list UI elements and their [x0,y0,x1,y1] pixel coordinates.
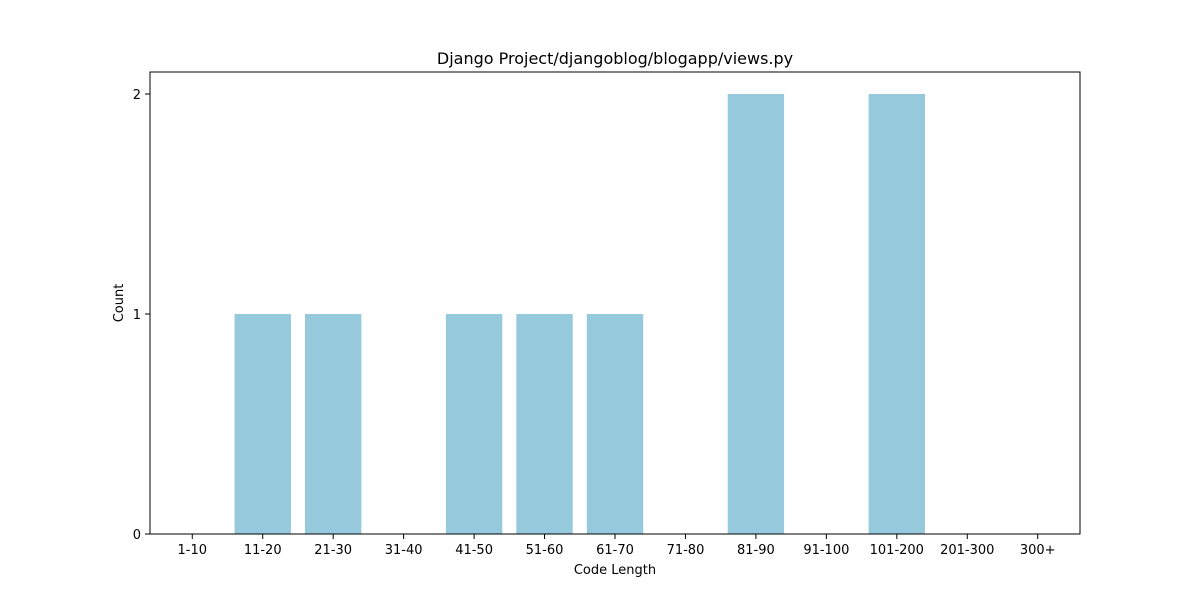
x-tick-label: 300+ [1020,543,1056,558]
bars-group [234,94,925,534]
x-tick-label: 91-100 [803,543,849,558]
bar-21-30 [305,314,362,534]
x-tick-label: 51-60 [526,543,564,558]
bar-51-60 [516,314,573,534]
y-tick-label: 1 [133,308,141,323]
x-tick-label: 101-200 [870,543,924,558]
x-tick-label: 71-80 [667,543,705,558]
x-tick-label: 81-90 [737,543,775,558]
bar-11-20 [234,314,291,534]
y-axis: 0 1 2 [133,88,150,543]
x-axis: 1-10 11-20 21-30 31-40 41-50 51-60 61-70 71-80 8… [178,534,1056,558]
x-tick-label: 61-70 [596,543,634,558]
bar-81-90 [727,94,785,534]
x-tick-label: 21-30 [314,543,352,558]
y-axis-label: Count [112,284,127,323]
x-tick-label: 11-20 [244,543,282,558]
bar-61-70 [586,314,644,534]
bar-41-50 [445,314,503,534]
x-tick-label: 1-10 [178,543,208,558]
bar-101-200 [868,94,925,534]
x-tick-label: 31-40 [385,543,423,558]
x-tick-label: 41-50 [455,543,493,558]
x-axis-label: Code Length [574,563,656,578]
y-tick-label: 2 [133,88,141,103]
y-tick-label: 0 [133,528,141,543]
chart-title: Django Project/djangoblog/blogapp/views.… [437,49,793,68]
x-tick-label: 201-300 [940,543,994,558]
